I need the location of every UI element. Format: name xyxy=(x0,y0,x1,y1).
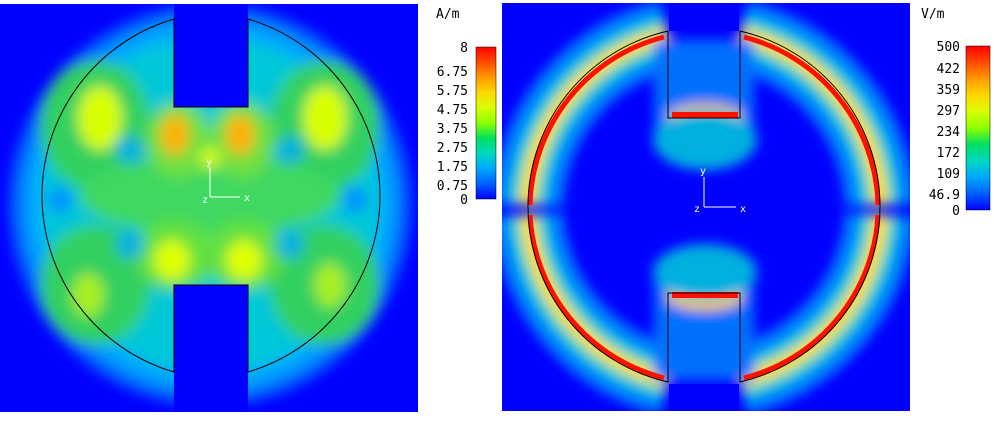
colorbar-tick: 500 xyxy=(937,40,960,55)
colorbar-tick: 422 xyxy=(937,62,960,77)
colorbar-gradient xyxy=(475,46,497,200)
e-field-panel: y x z V/m xyxy=(494,0,994,419)
colorbar-tick: 172 xyxy=(937,146,960,161)
colorbar-tick: 0.75 xyxy=(437,179,468,194)
coordinate-axes: y x z xyxy=(202,157,250,206)
h-field-map xyxy=(10,4,410,412)
axis-label-y: y xyxy=(700,166,706,177)
colorbar-tick: 3.75 xyxy=(437,122,468,137)
e-field-unit: V/m xyxy=(921,7,945,22)
colorbar-tick: 0 xyxy=(952,204,960,219)
colorbar-tick: 109 xyxy=(937,167,960,182)
colorbar-tick: 0 xyxy=(460,193,468,208)
colorbar-tick: 46.9 xyxy=(929,188,960,203)
axis-label-z: z xyxy=(694,204,700,215)
colorbar-tick: 234 xyxy=(937,125,961,140)
axis-label-x: x xyxy=(740,204,746,215)
colorbar-tick: 359 xyxy=(937,83,960,98)
h-field-plot: y x z A/m xyxy=(0,4,460,412)
colorbar-tick: 6.75 xyxy=(437,65,468,80)
coordinate-axes: y x z xyxy=(694,166,746,215)
h-field-unit: A/m xyxy=(436,7,460,22)
colorbar-tick: 4.75 xyxy=(437,103,468,118)
e-field-colorbar: 500 422 359 297 234 172 109 46.9 0 xyxy=(929,40,991,219)
colorbar-tick: 5.75 xyxy=(437,84,468,99)
cavity-outline xyxy=(41,18,381,373)
axis-label-z: z xyxy=(202,195,208,206)
colorbar-tick: 1.75 xyxy=(437,160,468,175)
colorbar-gradient xyxy=(965,45,991,211)
axis-label-x: x xyxy=(244,193,250,204)
h-field-colorbar-graphic: 8 6.75 5.75 4.75 3.75 2.75 1.75 0.75 0 xyxy=(437,41,497,208)
axis-label-y: y xyxy=(206,157,212,168)
h-field-panel: y x z A/m xyxy=(0,0,470,419)
colorbar-tick: 2.75 xyxy=(437,141,468,156)
cavity-outline xyxy=(527,30,881,383)
colorbar-tick: 8 xyxy=(460,41,468,56)
e-field-plot: y x z V/m xyxy=(502,3,945,411)
colorbar-tick: 297 xyxy=(937,104,960,119)
